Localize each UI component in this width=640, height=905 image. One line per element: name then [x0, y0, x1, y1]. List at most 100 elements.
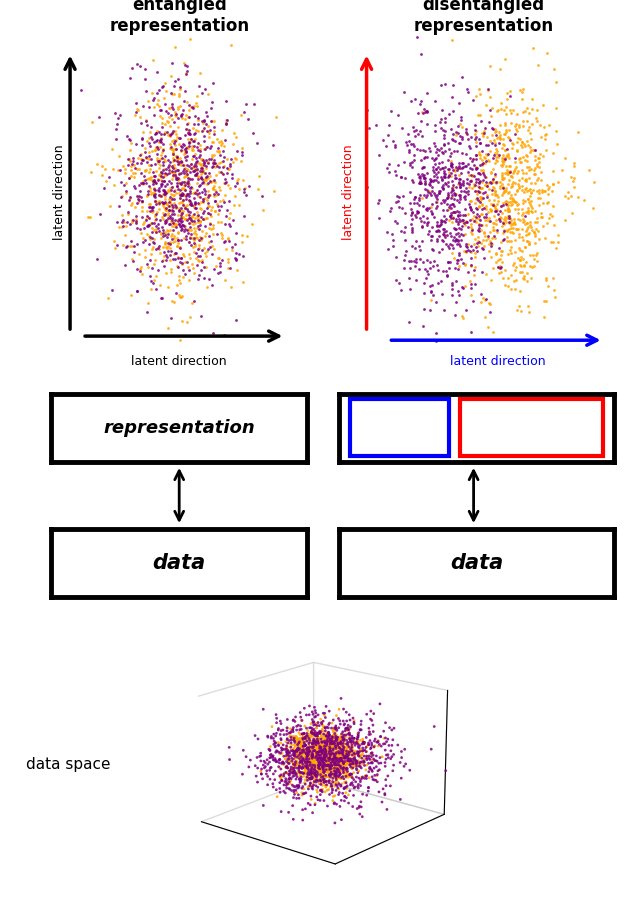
- Point: [524, 226, 534, 241]
- Point: [470, 131, 481, 146]
- Point: [163, 211, 173, 225]
- Point: [439, 170, 449, 185]
- Point: [406, 173, 417, 187]
- Point: [486, 236, 497, 251]
- Point: [462, 240, 472, 254]
- Point: [209, 242, 219, 256]
- Point: [362, 179, 372, 194]
- Point: [438, 193, 449, 207]
- Point: [181, 145, 191, 159]
- Point: [449, 134, 460, 148]
- Point: [148, 52, 158, 67]
- Point: [208, 220, 218, 234]
- Point: [515, 265, 525, 280]
- Point: [479, 201, 489, 215]
- Point: [482, 179, 492, 194]
- Point: [198, 142, 209, 157]
- Point: [454, 161, 465, 176]
- Point: [204, 170, 214, 185]
- Point: [439, 214, 449, 228]
- Point: [198, 191, 208, 205]
- Point: [177, 201, 187, 215]
- Point: [200, 191, 210, 205]
- Point: [220, 188, 230, 203]
- Point: [160, 125, 170, 139]
- Point: [111, 214, 122, 229]
- Point: [412, 205, 422, 219]
- Point: [458, 280, 468, 294]
- Point: [540, 131, 550, 146]
- Point: [178, 164, 188, 178]
- Point: [458, 228, 468, 243]
- Point: [138, 267, 148, 281]
- Point: [134, 246, 144, 261]
- Point: [145, 139, 155, 154]
- Point: [145, 200, 155, 214]
- Point: [465, 273, 476, 288]
- Point: [220, 133, 230, 148]
- Point: [479, 251, 489, 265]
- Point: [170, 216, 180, 231]
- Point: [183, 176, 193, 190]
- Point: [522, 114, 532, 129]
- Point: [510, 155, 520, 169]
- Text: latent direction: latent direction: [342, 145, 355, 240]
- Point: [209, 173, 220, 187]
- Point: [503, 204, 513, 218]
- Point: [176, 214, 186, 229]
- Point: [128, 213, 138, 227]
- Point: [171, 133, 181, 148]
- Point: [156, 173, 166, 187]
- Point: [181, 59, 191, 73]
- Point: [500, 149, 511, 164]
- Point: [413, 239, 424, 253]
- Point: [140, 62, 150, 77]
- Point: [153, 173, 163, 187]
- Point: [468, 152, 478, 167]
- Point: [173, 87, 184, 101]
- Point: [532, 184, 542, 198]
- Point: [127, 215, 137, 230]
- Point: [448, 127, 458, 141]
- Point: [412, 205, 422, 220]
- Point: [196, 170, 206, 185]
- Point: [454, 157, 465, 171]
- Point: [499, 138, 509, 153]
- Point: [418, 160, 428, 175]
- Point: [163, 100, 173, 115]
- Point: [113, 163, 124, 177]
- Point: [160, 187, 170, 202]
- Point: [483, 181, 493, 195]
- Point: [189, 200, 200, 214]
- Point: [467, 222, 477, 236]
- Point: [171, 107, 181, 121]
- Point: [204, 126, 214, 140]
- Point: [163, 239, 173, 253]
- Point: [183, 171, 193, 186]
- Point: [448, 104, 458, 119]
- Point: [164, 253, 175, 268]
- Point: [179, 162, 189, 176]
- Point: [136, 166, 147, 180]
- Point: [121, 186, 131, 200]
- Point: [174, 273, 184, 288]
- Point: [484, 296, 494, 310]
- Point: [135, 110, 145, 125]
- Point: [460, 279, 470, 293]
- Point: [488, 150, 498, 165]
- Point: [454, 236, 464, 251]
- Point: [492, 224, 502, 238]
- Point: [460, 226, 470, 241]
- Point: [182, 179, 193, 194]
- Point: [507, 169, 517, 184]
- Point: [477, 157, 488, 172]
- Point: [453, 176, 463, 191]
- Point: [498, 196, 508, 211]
- Point: [515, 178, 525, 193]
- Point: [151, 141, 161, 156]
- Point: [205, 176, 215, 190]
- Point: [450, 163, 460, 177]
- Point: [168, 125, 179, 139]
- Point: [237, 275, 248, 290]
- Point: [185, 196, 195, 211]
